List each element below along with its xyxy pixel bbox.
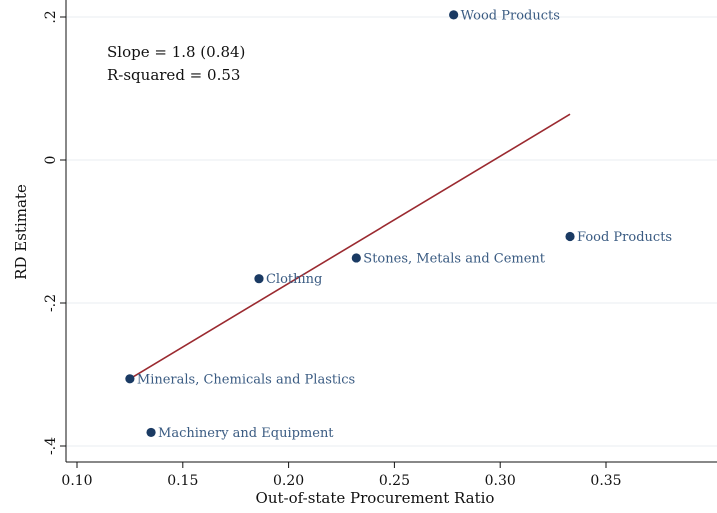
x-axis-ticks: 0.10 0.15 0.20 0.25 0.30 0.35 (61, 462, 622, 489)
y-tick-label: -.4 (43, 437, 59, 455)
x-tick-label: 0.25 (379, 473, 410, 489)
x-tick-label: 0.10 (61, 473, 92, 489)
y-tick-label: .2 (43, 10, 59, 23)
r-squared-annotation: R-squared = 0.53 (107, 66, 240, 84)
point-label: Wood Products (461, 8, 560, 23)
x-tick-label: 0.20 (273, 473, 304, 489)
data-point (125, 374, 135, 384)
x-tick-label: 0.35 (590, 473, 621, 489)
x-tick-label: 0.15 (167, 473, 198, 489)
y-tick-label: 0 (43, 156, 59, 165)
data-point (565, 231, 575, 242)
point-label: Stones, Metals and Cement (363, 251, 546, 266)
gridlines (66, 16, 717, 447)
data-point (254, 274, 264, 284)
x-axis-title: Out-of-state Procurement Ratio (256, 489, 495, 507)
point-label: Food Products (577, 230, 672, 245)
fit-line (129, 113, 571, 380)
data-point (351, 253, 361, 263)
point-label: Clothing (266, 272, 322, 287)
x-tick-label: 0.30 (485, 473, 516, 489)
point-label: Machinery and Equipment (158, 426, 334, 441)
slope-annotation: Slope = 1.8 (0.84) (107, 43, 245, 61)
point-label: Minerals, Chemicals and Plastics (137, 372, 355, 387)
data-point (449, 10, 459, 20)
data-point (146, 427, 156, 438)
y-tick-label: -.2 (43, 294, 59, 312)
y-axis-title: RD Estimate (12, 184, 30, 280)
data-points: Wood Products Food Products Stones, Metals… (125, 8, 672, 441)
y-axis-ticks: .2 0 -.2 -.4 (43, 10, 66, 455)
